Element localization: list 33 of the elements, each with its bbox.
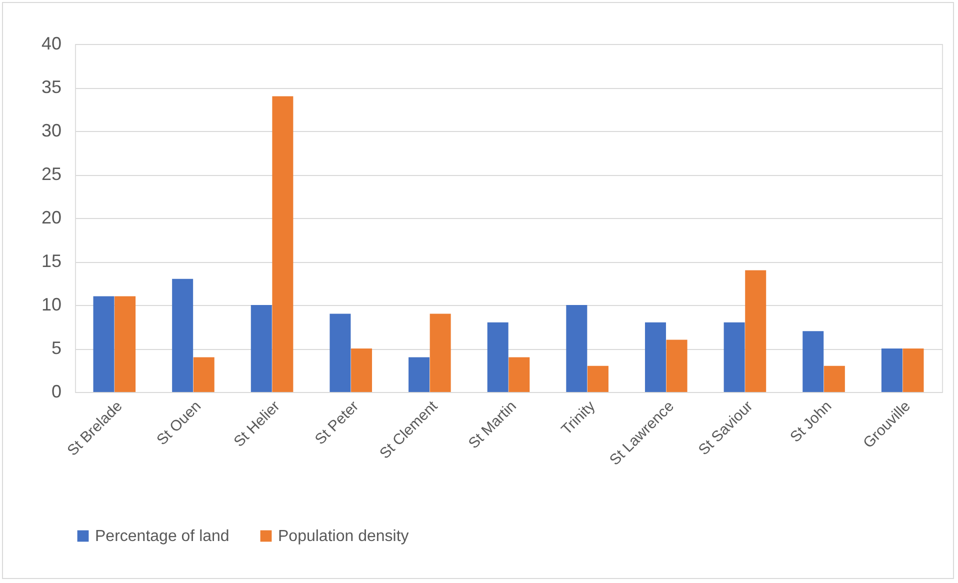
bar [745, 270, 766, 392]
bar [193, 357, 214, 392]
bar [587, 366, 608, 392]
legend-label: Percentage of land [95, 528, 230, 545]
y-tick-label: 0 [51, 382, 62, 402]
y-tick-label: 25 [41, 164, 62, 184]
y-tick-label: 10 [41, 294, 62, 314]
bar [114, 296, 136, 392]
bar [644, 322, 666, 392]
y-tick-label: 15 [41, 251, 62, 271]
bar [824, 366, 845, 392]
legend-label: Population density [278, 528, 409, 545]
y-tick-label: 35 [41, 77, 62, 97]
y-tick-label: 30 [41, 120, 62, 140]
y-tick-label: 20 [41, 208, 62, 228]
bar [902, 348, 924, 392]
y-tick-label: 5 [51, 338, 62, 358]
y-tick-label: 40 [41, 34, 62, 54]
bar [487, 322, 508, 392]
bar [666, 340, 688, 392]
bar [508, 357, 530, 392]
bar [351, 348, 372, 392]
bar [250, 305, 272, 392]
bar [93, 296, 114, 392]
bar [802, 331, 824, 392]
bar [408, 357, 430, 392]
bar [724, 322, 745, 392]
bar [330, 314, 351, 392]
bar [172, 278, 194, 392]
bar [881, 348, 902, 392]
bar [272, 96, 294, 392]
bar [566, 305, 588, 392]
bar [430, 314, 451, 392]
